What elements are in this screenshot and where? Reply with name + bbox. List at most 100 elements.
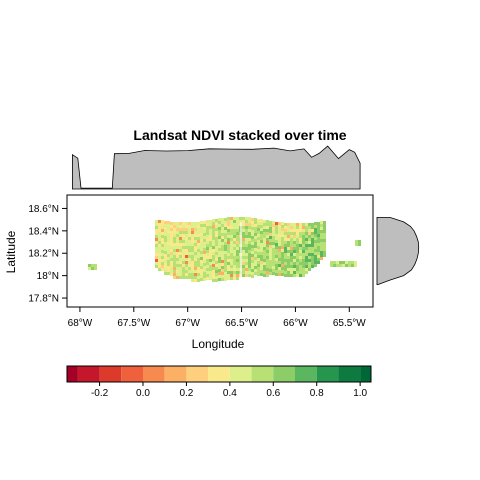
raster-cell [269, 221, 272, 224]
raster-cell [173, 261, 176, 264]
raster-cell [314, 228, 317, 231]
raster-cell [209, 271, 212, 274]
raster-cell [161, 259, 164, 262]
raster-cell [212, 219, 215, 222]
raster-cell [266, 265, 269, 268]
raster-cell [173, 237, 176, 240]
raster-cell [182, 249, 185, 252]
raster-cell [299, 268, 302, 271]
raster-cell [227, 256, 230, 259]
raster-cell [242, 253, 245, 256]
raster-cell [358, 243, 361, 246]
raster-cell [191, 255, 194, 258]
raster-cell [176, 225, 179, 228]
raster-cell [197, 264, 200, 267]
raster-cell [269, 257, 272, 260]
raster-cell [269, 251, 272, 254]
raster-cell [248, 259, 251, 262]
raster-cell [308, 250, 311, 253]
raster-cell [206, 265, 209, 268]
raster-cell [299, 250, 302, 253]
raster-cell [293, 259, 296, 262]
raster-cell [269, 260, 272, 263]
raster-cell [251, 260, 254, 263]
raster-cell [284, 226, 287, 229]
raster-cell [308, 262, 311, 265]
raster-cell [251, 242, 254, 245]
raster-cell [320, 245, 323, 248]
raster-cell [266, 241, 269, 244]
raster-cell [320, 248, 323, 251]
raster-cell [236, 241, 239, 244]
raster-cell [245, 253, 248, 256]
raster-cell [263, 235, 266, 238]
raster-cell [275, 270, 278, 273]
raster-cell [236, 217, 239, 220]
raster-cell [227, 259, 230, 262]
raster-cell [176, 276, 179, 279]
raster-cell [272, 221, 275, 224]
raster-cell [233, 262, 236, 265]
raster-cell [245, 244, 248, 247]
raster-cell [281, 237, 284, 240]
raster-cell [284, 244, 287, 247]
raster-cell [293, 244, 296, 247]
raster-cell [170, 225, 173, 228]
raster-cell [194, 258, 197, 261]
raster-cell [227, 265, 230, 268]
raster-cell [206, 247, 209, 250]
raster-cell [224, 242, 227, 245]
raster-cell [257, 270, 260, 273]
raster-cell [263, 226, 266, 229]
raster-cell [224, 230, 227, 233]
color-key-label: 1.0 [353, 388, 367, 399]
raster-cell [188, 270, 191, 273]
color-key-cell [316, 366, 339, 382]
raster-cell [272, 224, 275, 227]
raster-cell [191, 225, 194, 228]
raster-cell [260, 231, 263, 234]
raster-cell [212, 231, 215, 234]
x-tick-label: 67.5°W [117, 318, 150, 329]
raster-cell [245, 268, 248, 271]
raster-cell [206, 244, 209, 247]
raster-cell [308, 253, 311, 256]
raster-cell [287, 235, 290, 238]
raster-cell [179, 255, 182, 258]
raster-cell [284, 229, 287, 232]
raster-cell [164, 245, 167, 248]
raster-cell [227, 277, 230, 280]
raster-cell [221, 275, 224, 278]
raster-cell [351, 261, 354, 264]
raster-cell [314, 234, 317, 237]
raster-cell [173, 246, 176, 249]
raster-cell [266, 262, 269, 265]
raster-cell [257, 261, 260, 264]
raster-cell [317, 243, 320, 246]
raster-cell [281, 243, 284, 246]
raster-cell [158, 256, 161, 259]
raster-cell [305, 253, 308, 256]
raster-cell [308, 244, 311, 247]
raster-cell [308, 232, 311, 235]
raster-cell [161, 265, 164, 268]
raster-cell [290, 247, 293, 250]
raster-cell [284, 250, 287, 253]
raster-cell [206, 259, 209, 262]
raster-cell [254, 239, 257, 242]
raster-cell [194, 222, 197, 225]
raster-cell [242, 220, 245, 223]
raster-cell [311, 244, 314, 247]
raster-cell [212, 276, 215, 279]
raster-cell [176, 240, 179, 243]
raster-cell [197, 237, 200, 240]
raster-cell [320, 251, 323, 254]
raster-cell [257, 258, 260, 261]
raster-cell [173, 234, 176, 237]
raster-cell [254, 230, 257, 233]
raster-cell [218, 257, 221, 260]
raster-cell [188, 258, 191, 261]
raster-cell [176, 231, 179, 234]
raster-cell [287, 241, 290, 244]
raster-cell [233, 238, 236, 241]
